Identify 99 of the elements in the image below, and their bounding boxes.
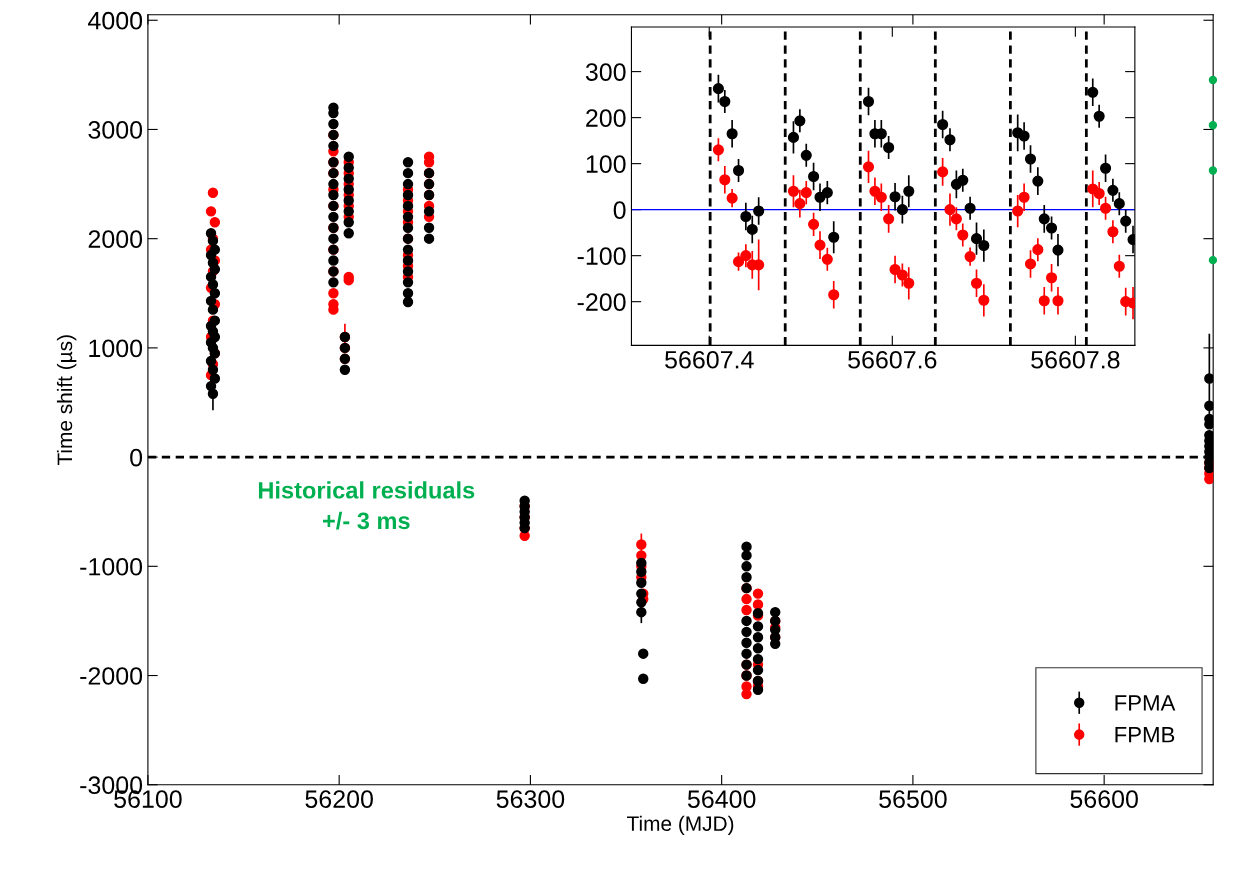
point bbox=[1038, 213, 1050, 225]
point bbox=[883, 141, 895, 154]
y-axis-title: Time shift (µs) bbox=[56, 335, 77, 466]
point bbox=[1052, 244, 1064, 256]
point bbox=[808, 170, 820, 183]
x-tick-label: 56600 bbox=[1070, 790, 1138, 808]
point bbox=[1093, 110, 1105, 122]
y-tick-label: 300 bbox=[585, 63, 626, 81]
point bbox=[712, 83, 724, 95]
point bbox=[889, 191, 901, 203]
point bbox=[828, 231, 840, 243]
point bbox=[1032, 175, 1044, 187]
point bbox=[800, 149, 812, 161]
point bbox=[896, 204, 908, 216]
x-tick-label: 56400 bbox=[687, 790, 756, 808]
y-tick-label: 100 bbox=[586, 155, 626, 173]
point bbox=[828, 289, 840, 301]
point bbox=[1038, 295, 1050, 307]
point bbox=[869, 185, 881, 197]
point bbox=[1032, 244, 1044, 256]
point bbox=[732, 256, 745, 268]
point bbox=[1024, 153, 1037, 165]
point bbox=[787, 185, 800, 197]
annotation: Historical residuals +/- 3 ms bbox=[258, 481, 475, 530]
point bbox=[787, 131, 800, 143]
y-tick-label: 4000 bbox=[88, 11, 143, 30]
point bbox=[978, 294, 990, 306]
point bbox=[808, 218, 820, 230]
point bbox=[794, 198, 806, 210]
x-tick-label: 56607.8 bbox=[1031, 350, 1120, 369]
y-tick-label: -200 bbox=[577, 293, 626, 311]
point bbox=[1093, 187, 1105, 200]
point bbox=[753, 205, 765, 217]
point bbox=[712, 144, 724, 156]
point bbox=[1107, 184, 1119, 196]
point bbox=[732, 164, 745, 177]
point bbox=[740, 250, 752, 262]
point bbox=[950, 213, 962, 225]
point bbox=[903, 277, 915, 289]
point bbox=[726, 128, 738, 140]
point bbox=[1012, 205, 1024, 217]
y-tick-label: -2000 bbox=[80, 667, 143, 685]
point bbox=[903, 185, 915, 197]
y-tick-label: -1000 bbox=[80, 557, 143, 576]
point bbox=[944, 204, 956, 216]
y-tick-label: 200 bbox=[586, 109, 626, 127]
y-tick-label: 1000 bbox=[89, 339, 143, 358]
point bbox=[800, 187, 812, 199]
point bbox=[862, 161, 875, 173]
point bbox=[821, 187, 833, 199]
point bbox=[883, 213, 895, 225]
point bbox=[896, 269, 908, 281]
point bbox=[970, 233, 983, 245]
y-tick-label: 0 bbox=[130, 448, 143, 467]
point bbox=[1087, 86, 1099, 98]
point bbox=[1100, 162, 1112, 174]
point bbox=[719, 95, 731, 108]
point bbox=[726, 192, 738, 204]
legend-label: FPMB bbox=[1115, 727, 1175, 743]
point bbox=[814, 239, 826, 251]
point bbox=[1018, 130, 1030, 142]
x-tick-label: 56607.6 bbox=[848, 350, 937, 369]
point bbox=[1052, 295, 1064, 307]
point bbox=[1113, 260, 1125, 272]
point bbox=[1046, 222, 1058, 234]
point bbox=[1120, 215, 1132, 227]
x-tick-label: 56607.4 bbox=[665, 350, 754, 369]
point bbox=[957, 174, 969, 186]
x-tick-label: 56500 bbox=[879, 790, 947, 808]
y-tick-label: -100 bbox=[577, 247, 626, 265]
point bbox=[821, 253, 833, 265]
legend-label: FPMA bbox=[1115, 695, 1176, 711]
y-tick-label: 0 bbox=[613, 201, 626, 219]
x-tick-label: 56200 bbox=[305, 790, 373, 808]
point bbox=[937, 166, 949, 178]
y-tick-label: 3000 bbox=[88, 121, 143, 139]
point bbox=[1046, 272, 1058, 284]
y-tick-label: 2000 bbox=[88, 230, 143, 248]
point bbox=[1100, 202, 1112, 214]
point bbox=[719, 174, 731, 186]
x-axis-title: Time (MJD) bbox=[627, 815, 734, 836]
point bbox=[875, 191, 887, 203]
point bbox=[794, 115, 806, 127]
point bbox=[746, 223, 758, 235]
point bbox=[970, 277, 983, 289]
point bbox=[937, 118, 949, 131]
point bbox=[1024, 258, 1037, 270]
point bbox=[862, 95, 875, 108]
point bbox=[944, 134, 956, 146]
point bbox=[1018, 191, 1030, 203]
point bbox=[964, 251, 976, 263]
x-tick-label: 56300 bbox=[496, 790, 565, 808]
point bbox=[957, 229, 969, 241]
point bbox=[978, 239, 990, 252]
point bbox=[889, 263, 901, 276]
point bbox=[740, 210, 752, 223]
point bbox=[1113, 198, 1125, 210]
point bbox=[1107, 226, 1119, 238]
point bbox=[964, 202, 976, 214]
